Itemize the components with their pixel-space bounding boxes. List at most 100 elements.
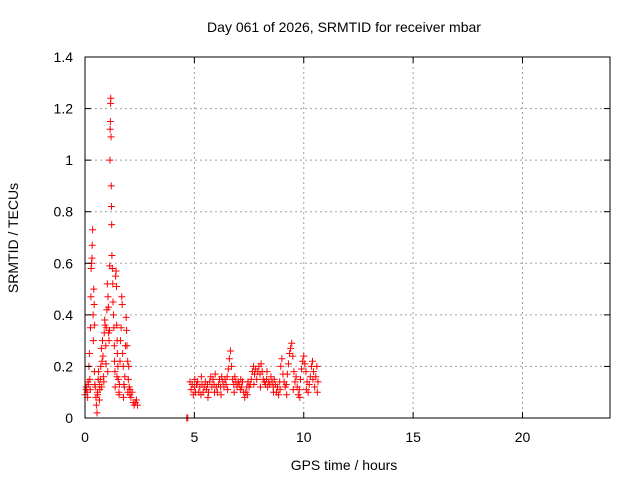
data-point [209,375,217,383]
data-point [230,388,238,396]
data-point [256,383,264,391]
data-point [311,383,319,391]
data-point [224,386,232,394]
data-point [276,386,284,394]
data-point [123,342,131,350]
data-point [270,388,278,396]
data-point [91,383,99,391]
data-point [94,391,102,399]
y-axis-label: SRMTID / TECUs [5,183,21,293]
data-point [113,282,120,290]
data-point [117,324,125,332]
data-point [295,386,303,394]
data-point [302,368,310,376]
data-point [104,303,112,311]
tick-labels: 0 0.2 0.4 0.6 0.8 1 1.2 1.4 0 5 10 15 20 [54,49,531,445]
data-point [90,285,98,293]
y-tick-label: 0 [65,410,73,426]
data-points [81,94,322,422]
data-point [88,254,96,262]
data-point [92,401,100,409]
data-point [106,156,114,164]
data-point [105,337,113,345]
data-point [287,344,295,352]
data-point [305,380,313,388]
data-point [237,375,245,383]
data-point [108,252,116,260]
data-point [104,368,112,376]
data-point [99,337,106,345]
y-tick-label: 0.8 [54,204,74,220]
data-point [263,368,271,376]
data-point [97,362,105,370]
data-point [82,383,90,391]
x-tick-label: 15 [405,429,421,445]
data-point [282,380,290,388]
data-point [120,393,127,401]
data-point [106,326,113,334]
data-point [99,352,107,360]
data-point [277,362,285,370]
data-point [118,301,126,309]
x-tick-label: 5 [190,429,198,445]
data-point [283,370,291,378]
data-point [90,368,98,376]
data-point [290,368,298,376]
data-point [191,375,199,383]
data-point [107,94,115,102]
data-point [88,241,96,249]
data-point [91,321,99,329]
data-point [134,401,141,409]
data-point [310,368,318,376]
data-point [204,393,212,401]
data-point [223,373,231,381]
data-point [90,301,98,309]
y-tick-label: 1.2 [54,101,74,117]
data-point [309,375,317,383]
y-tick-label: 0.6 [54,255,74,271]
data-point [250,380,258,388]
data-point [284,360,292,368]
data-point [313,388,321,396]
data-point [98,383,106,391]
data-point [108,221,116,229]
data-point [109,311,117,319]
x-axis-label: GPS time / hours [291,457,398,473]
data-point [296,375,304,383]
data-point [132,396,140,404]
data-point [205,388,213,396]
y-tick-label: 0.4 [54,307,74,323]
data-point [291,378,299,386]
data-point [118,293,126,301]
data-point [298,365,306,373]
data-point [107,203,115,211]
data-point [123,326,131,334]
data-point [89,226,97,234]
data-point [110,342,118,350]
data-point [107,133,115,141]
data-point [228,362,236,370]
data-point [127,393,135,401]
data-point [225,355,233,363]
data-point [97,344,105,352]
data-point [89,337,97,345]
data-point [309,357,316,365]
data-point [275,391,283,399]
x-tick-label: 20 [515,429,531,445]
data-point [115,391,123,399]
data-point [109,280,117,288]
data-point [116,337,124,345]
data-point [106,125,114,133]
data-point [108,264,116,272]
data-point [102,342,110,350]
data-point [211,388,218,396]
data-point [126,386,134,394]
data-point [113,321,121,329]
gridlines [85,57,610,418]
data-point [125,362,133,370]
data-point [288,339,296,347]
data-point [296,393,304,401]
data-point [93,409,101,417]
data-point [95,396,103,404]
